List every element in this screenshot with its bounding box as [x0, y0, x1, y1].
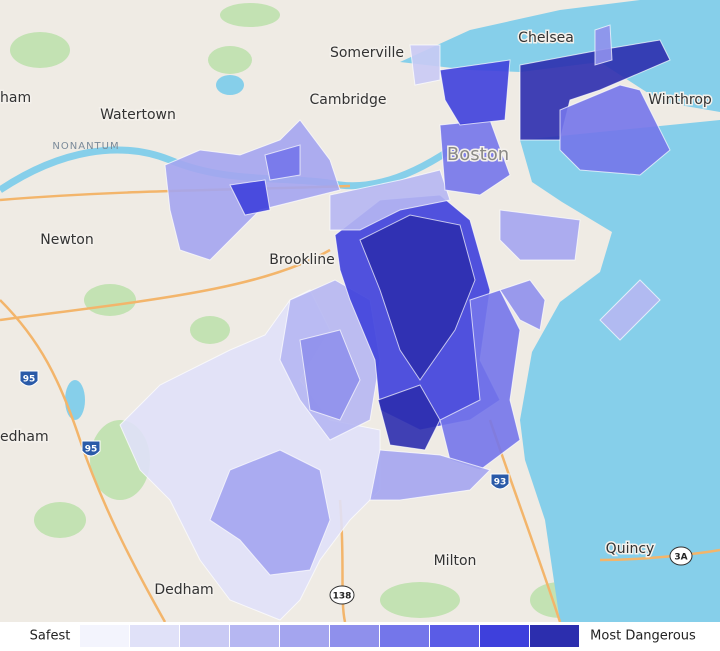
legend-swatch	[330, 625, 379, 647]
shield-label: 138	[333, 592, 352, 602]
legend-swatch	[80, 625, 129, 647]
legend-swatch	[480, 625, 529, 647]
legend-high-label: Most Dangerous	[590, 629, 696, 644]
shield: 138	[329, 585, 355, 605]
shield-label: 3A	[674, 553, 687, 563]
place-label: Winthrop	[648, 92, 712, 108]
legend-low-label: Safest	[30, 629, 71, 644]
neighborhood	[229, 179, 271, 216]
shield: 3A	[669, 546, 693, 566]
shield-label: 95	[85, 445, 98, 455]
legend-swatch	[280, 625, 329, 647]
place-label: Cambridge	[310, 92, 387, 108]
place-label: Quincy	[606, 541, 655, 557]
legend-swatch	[230, 625, 279, 647]
neighborhood	[439, 289, 521, 471]
shield-label: 93	[494, 478, 507, 488]
place-label: edham	[0, 429, 49, 445]
neighborhood	[359, 214, 476, 381]
district-label: NONANTUM	[52, 141, 119, 152]
place-label: Watertown	[100, 107, 176, 123]
neighborhood	[377, 384, 441, 451]
place-label: Milton	[434, 553, 477, 569]
place-label: Somerville	[330, 45, 404, 61]
neighborhood	[519, 39, 671, 141]
neighborhood	[599, 279, 661, 341]
neighborhood	[439, 59, 511, 126]
legend-scale	[80, 625, 579, 647]
neighborhood	[594, 24, 613, 66]
legend-swatch	[180, 625, 229, 647]
neighborhood	[559, 84, 671, 176]
shield: 95	[19, 370, 39, 387]
place-label: Brookline	[269, 252, 335, 268]
shield-label: 95	[23, 375, 36, 385]
neighborhood	[499, 279, 546, 331]
neighborhoods	[119, 24, 671, 621]
place-label: Chelsea	[518, 30, 574, 46]
place-label: Dedham	[154, 582, 213, 598]
legend-swatch	[430, 625, 479, 647]
water	[65, 0, 720, 622]
neighborhood	[299, 329, 361, 421]
shield: 95	[81, 440, 101, 457]
neighborhood	[264, 144, 301, 181]
neighborhood	[209, 449, 331, 576]
place-label: ham	[0, 90, 31, 106]
neighborhood	[329, 169, 451, 231]
legend-swatch	[130, 625, 179, 647]
legend-swatch	[530, 625, 579, 647]
place-label: Boston	[447, 144, 509, 165]
place-label: Newton	[40, 232, 93, 248]
shield: 93	[490, 473, 510, 490]
neighborhood	[369, 449, 491, 501]
legend-swatch	[380, 625, 429, 647]
neighborhood	[499, 209, 581, 261]
neighborhood	[409, 44, 441, 86]
